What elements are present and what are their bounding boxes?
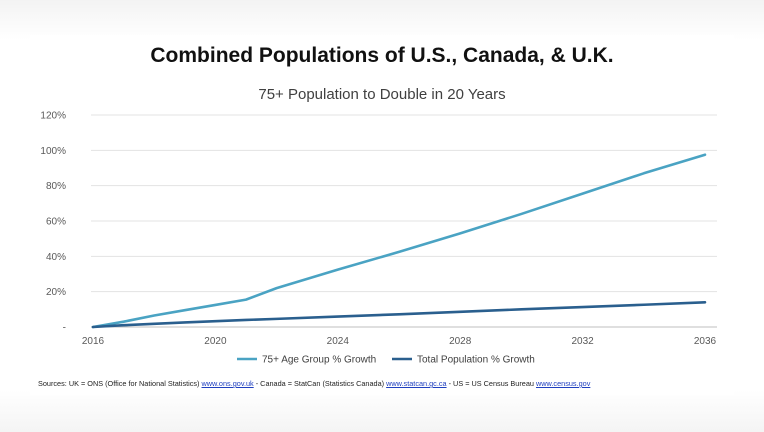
chart-card — [30, 35, 734, 395]
y-axis-ticks: - 20% 40% 60% 80% 100% 120% — [40, 111, 66, 334]
y-tick-label: 120% — [40, 111, 66, 122]
y-tick-label: 80% — [46, 181, 66, 192]
sources-prefix: Sources: UK = ONS (Office for National S… — [38, 379, 202, 388]
chart-title: Combined Populations of U.S., Canada, & … — [150, 44, 614, 67]
x-tick-label: 2032 — [571, 336, 594, 347]
sources-us: - US = US Census Bureau — [446, 379, 536, 388]
sources-note: Sources: UK = ONS (Office for National S… — [38, 379, 738, 388]
legend: 75+ Age Group % Growth Total Population %… — [237, 355, 535, 366]
x-tick-label: 2036 — [694, 336, 717, 347]
legend-label-2: Total Population % Growth — [417, 355, 535, 366]
series-line-1 — [91, 153, 707, 329]
y-tick-label: 20% — [46, 287, 66, 298]
chart-subtitle: 75+ Population to Double in 20 Years — [258, 86, 506, 103]
x-tick-label: 2016 — [82, 336, 105, 347]
gridlines — [91, 114, 717, 328]
series-line-2 — [91, 300, 707, 329]
y-tick-label: - — [63, 323, 66, 334]
statcan-link[interactable]: www.statcan.gc.ca — [386, 379, 447, 388]
x-tick-label: 2028 — [449, 336, 472, 347]
legend-label-1: 75+ Age Group % Growth — [262, 355, 376, 366]
x-tick-label: 2020 — [204, 336, 227, 347]
census-link[interactable]: www.census.gov — [536, 379, 591, 388]
x-axis-ticks: 2016 2020 2024 2028 2032 2036 — [82, 336, 717, 347]
y-tick-label: 60% — [46, 217, 66, 228]
y-tick-label: 100% — [40, 146, 66, 157]
ons-link[interactable]: www.ons.gov.uk — [201, 379, 254, 388]
x-tick-label: 2024 — [327, 336, 350, 347]
series-lines — [91, 153, 707, 329]
sources-canada: - Canada = StatCan (Statistics Canada) — [253, 379, 387, 388]
y-tick-label: 40% — [46, 252, 66, 263]
